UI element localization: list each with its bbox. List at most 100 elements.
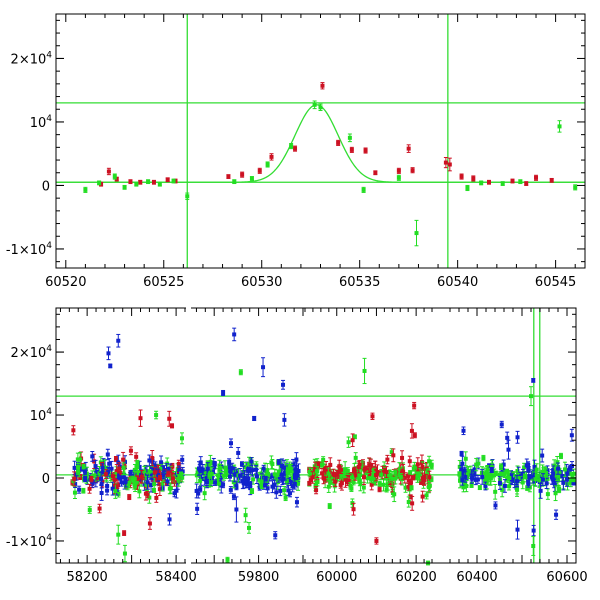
data-point-blue xyxy=(556,462,561,475)
data-point-green xyxy=(379,469,384,481)
data-point-green xyxy=(545,488,550,500)
data-point-red xyxy=(534,174,539,181)
y-tick-label: 2×104 xyxy=(11,344,53,361)
data-point-red xyxy=(293,145,298,152)
data-point-green xyxy=(558,452,563,460)
data-point-green xyxy=(384,486,389,493)
data-point-blue xyxy=(212,461,217,467)
data-point-green xyxy=(179,471,184,478)
data-point-red xyxy=(152,466,157,478)
data-point-green xyxy=(185,192,190,200)
data-point-blue xyxy=(505,431,510,445)
data-point-green xyxy=(350,473,355,482)
data-point-blue xyxy=(564,472,569,487)
data-point-blue xyxy=(93,459,98,473)
data-point-green xyxy=(232,179,237,185)
data-point-blue xyxy=(172,489,177,498)
data-point-green xyxy=(485,472,490,485)
data-point-blue xyxy=(493,501,498,510)
data-point-blue xyxy=(502,479,507,493)
data-point-red xyxy=(336,139,341,146)
data-point-green xyxy=(457,471,462,477)
data-point-blue xyxy=(254,468,259,484)
data-point-red xyxy=(112,474,117,485)
data-point-green xyxy=(361,186,366,193)
data-point-green xyxy=(135,461,140,473)
data-point-red xyxy=(147,517,152,530)
data-point-blue xyxy=(147,454,152,467)
data-point-green xyxy=(224,468,229,474)
data-point-blue xyxy=(293,473,298,479)
data-point-red xyxy=(72,471,77,487)
data-point-red xyxy=(240,171,245,178)
data-point-blue xyxy=(246,467,251,473)
data-point-blue xyxy=(252,415,257,422)
data-point-red xyxy=(443,157,448,169)
y-tick-label: -1×104 xyxy=(6,241,52,258)
x-tick-label: 58200 xyxy=(66,570,107,585)
data-point-green xyxy=(505,468,510,474)
data-point-blue xyxy=(531,378,536,383)
data-point-green xyxy=(518,179,523,185)
data-point-blue xyxy=(281,379,286,390)
data-point-green xyxy=(154,410,159,420)
data-point-green xyxy=(87,506,92,514)
data-point-red xyxy=(374,468,379,482)
data-point-red xyxy=(71,425,76,436)
data-point-red xyxy=(128,179,133,185)
data-point-blue xyxy=(116,333,121,348)
data-point-red xyxy=(226,174,231,179)
data-point-red xyxy=(407,455,412,467)
data-point-green xyxy=(352,434,357,440)
data-point-green xyxy=(529,386,533,407)
data-point-green xyxy=(83,186,88,193)
data-point-green xyxy=(259,474,264,489)
data-point-red xyxy=(349,146,354,153)
data-point-blue xyxy=(470,474,475,482)
data-point-red xyxy=(420,472,425,484)
data-point-blue xyxy=(276,459,281,466)
data-point-green xyxy=(282,485,287,495)
data-point-blue xyxy=(262,482,267,488)
data-point-red xyxy=(374,537,379,545)
y-tick-label: -1×104 xyxy=(6,533,52,550)
data-point-green xyxy=(522,473,527,480)
data-point-red xyxy=(87,483,92,494)
data-point-blue xyxy=(489,467,494,474)
data-point-red xyxy=(406,474,411,487)
data-point-red xyxy=(106,167,111,176)
data-point-blue xyxy=(249,457,254,466)
data-point-green xyxy=(272,468,277,480)
data-point-blue xyxy=(541,473,546,486)
data-point-green xyxy=(426,480,431,494)
data-point-green xyxy=(326,467,331,480)
data-point-green xyxy=(377,480,382,487)
data-point-green xyxy=(81,463,86,470)
data-point-blue xyxy=(100,463,105,473)
x-tick-label: 60540 xyxy=(437,275,478,290)
data-point-red xyxy=(321,471,326,485)
data-point-green xyxy=(465,184,470,192)
x-tick-label: 60000 xyxy=(316,570,357,585)
data-point-green xyxy=(179,432,184,445)
data-point-blue xyxy=(228,486,233,494)
data-point-green xyxy=(249,176,254,181)
data-point-red xyxy=(138,409,143,427)
data-point-red xyxy=(396,167,401,174)
data-point-blue xyxy=(240,473,245,490)
data-point-green xyxy=(116,524,121,545)
y-tick-label: 0 xyxy=(42,472,50,487)
data-point-green xyxy=(134,181,139,187)
data-point-green xyxy=(318,103,323,112)
data-point-blue xyxy=(83,475,88,483)
data-point-red xyxy=(377,486,382,493)
data-point-blue xyxy=(128,470,133,477)
data-point-red xyxy=(338,465,343,475)
data-point-green xyxy=(247,522,252,534)
data-point-green xyxy=(398,472,403,481)
data-point-green xyxy=(409,485,414,491)
data-point-red xyxy=(486,179,491,185)
data-point-green xyxy=(557,120,562,133)
data-point-green xyxy=(122,544,127,563)
